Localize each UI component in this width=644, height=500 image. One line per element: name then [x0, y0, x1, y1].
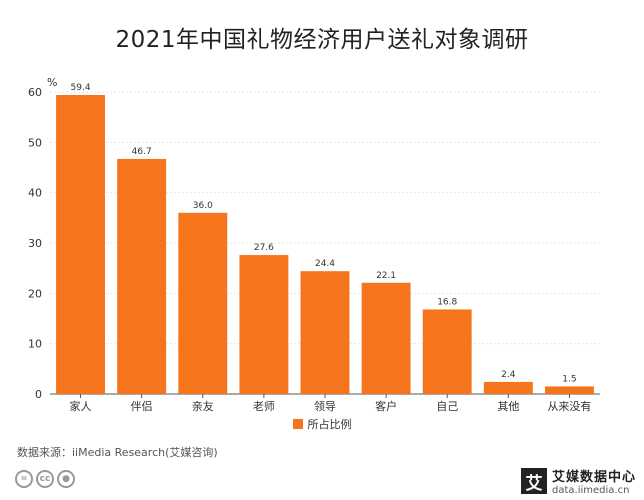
bar [178, 212, 228, 394]
y-tick-label: 0 [35, 388, 42, 401]
bar [117, 158, 167, 394]
x-category-label: 家人 [70, 399, 92, 413]
brand-logo-icon: 艾 [520, 468, 547, 494]
x-category-label: 领导 [314, 400, 336, 413]
cc-icon: cc [36, 470, 54, 488]
brand-name: 艾媒数据中心 [551, 470, 636, 485]
x-category-label: 其他 [497, 400, 519, 413]
bar [239, 255, 289, 394]
y-tick-label: 10 [28, 338, 42, 351]
bar [422, 309, 472, 394]
license-icons: = cc ● [15, 470, 75, 488]
legend-swatch [292, 419, 303, 429]
brand-logo-block: 艾 艾媒数据中心 data.iimedia.cn [520, 466, 636, 496]
x-category-label: 客户 [375, 399, 397, 413]
data-label: 1.5 [562, 374, 576, 384]
y-tick-label: 30 [28, 237, 42, 250]
brand-url: data.iimedia.cn [551, 485, 630, 496]
x-category-label: 老师 [253, 400, 275, 413]
data-label: 24.4 [315, 259, 335, 269]
y-tick-label: 60 [28, 86, 42, 99]
legend: 所占比例 [0, 416, 644, 432]
bar [545, 386, 594, 394]
bar [361, 282, 411, 394]
data-label: 59.4 [71, 83, 91, 93]
bar [483, 381, 533, 394]
x-category-label: 亲友 [192, 399, 214, 413]
data-label: 16.8 [437, 297, 457, 307]
equal-icon: = [15, 470, 33, 488]
person-icon: ● [57, 470, 75, 488]
y-tick-label: 40 [28, 187, 42, 200]
y-tick-label: 50 [28, 136, 42, 149]
data-label: 36.0 [193, 201, 213, 211]
bar [56, 95, 105, 395]
data-label: 27.6 [254, 243, 274, 253]
source-note: 数据来源：iiMedia Research(艾媒咨询) [17, 446, 218, 459]
x-category-label: 自己 [436, 400, 458, 413]
data-label: 2.4 [501, 370, 516, 380]
y-unit-label: % [47, 76, 57, 89]
x-category-label: 伴侣 [131, 399, 153, 413]
x-category-label: 从来没有 [547, 399, 591, 413]
bar [300, 271, 350, 394]
y-tick-label: 20 [28, 287, 42, 300]
legend-label: 所占比例 [307, 418, 352, 431]
chart-title: 2021年中国礼物经济用户送礼对象调研 [115, 27, 529, 53]
data-label: 22.1 [376, 271, 396, 281]
data-label: 46.7 [132, 147, 152, 157]
